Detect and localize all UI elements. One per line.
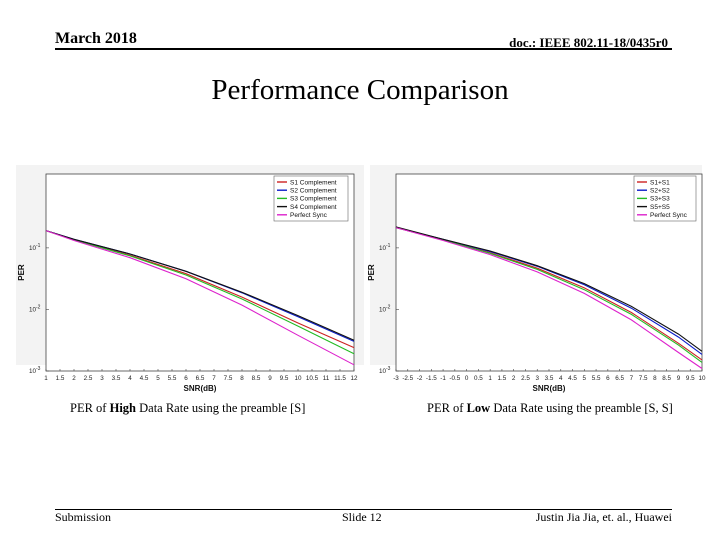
x-tick-label: 7.5 bbox=[224, 375, 233, 382]
legend-entry: S2 Complement bbox=[290, 188, 337, 195]
chart-2: -3 -2.5 -2 -1.5 -1 -0.5 0 0.5 1 1.5 2 2.5 3 3.5 4 4.5 5 5… bbox=[367, 165, 706, 415]
y-tick-label: 10-2 bbox=[379, 304, 391, 313]
chart-caption: PER of High Data Rate using the preamble… bbox=[70, 401, 305, 415]
x-tick-label: 8 bbox=[240, 375, 244, 382]
x-tick-label: -1 bbox=[440, 375, 446, 382]
x-tick-label: -2.5 bbox=[402, 375, 413, 382]
header-doc-id: doc.: IEEE 802.11-18/0435r0 bbox=[509, 35, 668, 50]
y-tick-label: 10-2 bbox=[29, 304, 41, 313]
x-tick-label: 7.5 bbox=[639, 375, 648, 382]
series-line-5 bbox=[45, 230, 355, 366]
x-tick-label: 9.5 bbox=[280, 375, 289, 382]
series-line-4 bbox=[395, 226, 703, 352]
y-axis-label: PER bbox=[367, 264, 376, 281]
footer-rule bbox=[55, 509, 672, 510]
legend-entry: S3 Complement bbox=[290, 196, 337, 203]
x-tick-label: 8.5 bbox=[252, 375, 261, 382]
x-tick-label: 5 bbox=[583, 375, 587, 382]
series-line-3 bbox=[395, 227, 703, 363]
x-tick-label: 8.5 bbox=[662, 375, 671, 382]
x-tick-label: -2 bbox=[417, 375, 423, 382]
y-tick-label: 10-1 bbox=[29, 243, 41, 252]
legend-entry: Perfect Sync bbox=[650, 212, 688, 219]
x-tick-label: 2.5 bbox=[521, 375, 530, 382]
x-tick-label: 8 bbox=[653, 375, 657, 382]
x-tick-label: 6 bbox=[184, 375, 188, 382]
x-tick-label: 7 bbox=[630, 375, 634, 382]
x-tick-label: 9.5 bbox=[686, 375, 695, 382]
x-tick-label: 6.5 bbox=[615, 375, 624, 382]
x-tick-label: 5 bbox=[156, 375, 160, 382]
x-tick-label: 3 bbox=[535, 375, 539, 382]
x-tick-label: 11.5 bbox=[334, 375, 346, 382]
x-tick-label: 12 bbox=[350, 375, 358, 382]
x-tick-label: 3.5 bbox=[545, 375, 554, 382]
x-tick-label: 2 bbox=[72, 375, 76, 382]
x-tick-label: 9 bbox=[268, 375, 272, 382]
y-tick-label: 10-3 bbox=[379, 366, 391, 375]
x-tick-label: 5.5 bbox=[592, 375, 601, 382]
footer-author: Justin Jia Jia, et. al., Huawei bbox=[535, 510, 672, 524]
x-tick-label: 11 bbox=[323, 375, 330, 382]
chart-1: 1 1.5 2 2.5 3 3.5 4 4.5 5 5.5 6 6.5 7 7.5 8 8.5 9 9.5 10 10… bbox=[16, 165, 364, 415]
legend-entry: S1+S1 bbox=[650, 179, 670, 186]
legend-entry: S2+S2 bbox=[650, 188, 670, 195]
legend-entry: S4 Complement bbox=[290, 204, 337, 211]
x-tick-label: 3 bbox=[100, 375, 104, 382]
x-tick-label: 7 bbox=[212, 375, 216, 382]
x-axis-label: SNR(dB) bbox=[184, 384, 217, 393]
x-tick-label: 4 bbox=[559, 375, 563, 382]
footer-slide-number: Slide 12 bbox=[342, 510, 382, 524]
x-tick-label: 10 bbox=[294, 375, 302, 382]
header-rule bbox=[55, 48, 672, 50]
x-tick-label: 3.5 bbox=[112, 375, 121, 382]
y-tick-label: 10-3 bbox=[29, 366, 41, 375]
x-tick-label: 1.5 bbox=[498, 375, 507, 382]
legend-entry: S5+S5 bbox=[650, 204, 670, 211]
legend-entry: Perfect Sync bbox=[290, 212, 328, 219]
x-tick-label: 1.5 bbox=[56, 375, 65, 382]
x-tick-label: 6.5 bbox=[196, 375, 205, 382]
slide-title: Performance Comparison bbox=[211, 74, 509, 106]
x-tick-label: 2 bbox=[512, 375, 516, 382]
x-tick-label: -3 bbox=[393, 375, 399, 382]
header-date: March 2018 bbox=[55, 30, 137, 47]
x-tick-label: 6 bbox=[606, 375, 610, 382]
x-tick-label: 1 bbox=[488, 375, 492, 382]
series-line-5 bbox=[395, 227, 703, 369]
series-line-3 bbox=[45, 230, 355, 355]
x-tick-label: -0.5 bbox=[449, 375, 460, 382]
x-tick-label: 4 bbox=[128, 375, 132, 382]
x-tick-label: -1.5 bbox=[426, 375, 437, 382]
x-tick-label: 0 bbox=[465, 375, 469, 382]
x-tick-label: 4.5 bbox=[140, 375, 149, 382]
x-axis-label: SNR(dB) bbox=[533, 384, 566, 393]
legend-entry: S3+S3 bbox=[650, 196, 670, 203]
chart-caption: PER of Low Data Rate using the preamble … bbox=[427, 401, 673, 415]
series-line-4 bbox=[45, 230, 355, 341]
legend-entry: S1 Complement bbox=[290, 179, 337, 186]
legend-box bbox=[633, 175, 697, 222]
x-tick-label: 10.5 bbox=[306, 375, 319, 382]
x-tick-label: 0.5 bbox=[474, 375, 483, 382]
footer-submission: Submission bbox=[55, 510, 112, 524]
x-tick-label: 4.5 bbox=[568, 375, 577, 382]
x-tick-label: 1 bbox=[44, 375, 48, 382]
x-tick-label: 10 bbox=[698, 375, 706, 382]
y-tick-label: 10-1 bbox=[379, 243, 391, 252]
x-tick-label: 2.5 bbox=[84, 375, 93, 382]
x-tick-label: 5.5 bbox=[168, 375, 177, 382]
y-axis-label: PER bbox=[17, 264, 26, 281]
x-tick-label: 9 bbox=[677, 375, 681, 382]
